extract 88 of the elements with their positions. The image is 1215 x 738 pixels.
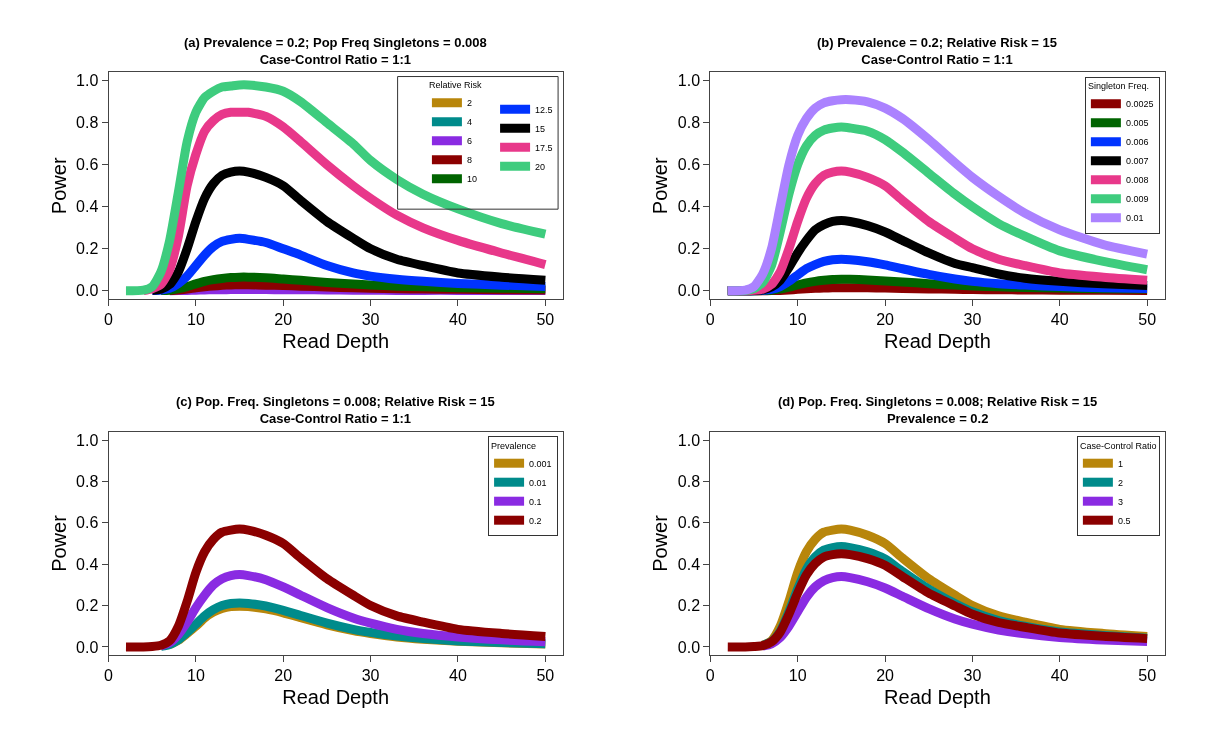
y-tick-label: 0.6 <box>677 514 701 532</box>
x-tick-label: 0 <box>705 667 715 685</box>
legend-label: 0.005 <box>1125 118 1149 129</box>
y-tick-label: 0.2 <box>76 240 99 258</box>
legend-label: 2 <box>1117 477 1123 488</box>
legend-label: 0.008 <box>1125 175 1149 186</box>
y-tick-label: 1.0 <box>76 72 99 90</box>
x-tick-label: 30 <box>963 667 982 685</box>
chart-title: (b) Prevalence = 0.2; Relative Risk = 15 Case-Control Ratio = 1:1 <box>817 35 1057 67</box>
y-tick-label: 0.8 <box>76 473 99 491</box>
y-axis-title: Power <box>47 157 70 215</box>
legend-label: 20 <box>535 161 546 172</box>
x-tick-label: 10 <box>186 667 205 685</box>
x-axis-title: Read Depth <box>282 329 390 352</box>
legend-label: 12.5 <box>535 104 553 115</box>
x-tick-label: 40 <box>449 667 467 685</box>
x-tick-label: 10 <box>788 667 807 685</box>
legend-label: 4 <box>466 117 472 128</box>
x-tick-label: 20 <box>876 311 895 329</box>
x-tick-label: 20 <box>274 667 293 685</box>
x-tick-label: 0 <box>104 311 114 329</box>
x-tick-label: 50 <box>536 311 555 329</box>
x-tick-label: 30 <box>361 311 380 329</box>
legend-label: 1 <box>1117 458 1123 469</box>
x-tick-label: 20 <box>876 667 895 685</box>
y-axis-title: Power <box>649 157 672 215</box>
x-tick-label: 30 <box>963 311 982 329</box>
x-tick-label: 40 <box>1050 311 1069 329</box>
x-tick-label: 20 <box>274 311 293 329</box>
legend-title: Relative Risk <box>428 80 482 91</box>
legend-label: 17.5 <box>535 142 553 153</box>
y-tick-label: 1.0 <box>76 431 99 449</box>
y-tick-label: 0.4 <box>76 555 99 573</box>
y-axis-title: Power <box>649 514 672 572</box>
y-tick-label: 1.0 <box>677 431 701 449</box>
legend-title: Case-Control Ratio <box>1079 440 1157 451</box>
legend-label: 15 <box>535 123 546 134</box>
y-tick-label: 0.2 <box>677 240 701 258</box>
legend-label: 0.007 <box>1125 156 1149 167</box>
y-tick-label: 0.6 <box>76 514 99 532</box>
x-tick-label: 40 <box>449 311 467 329</box>
x-tick-label: 50 <box>1138 311 1157 329</box>
legend-label: 3 <box>1117 496 1123 507</box>
legend-label: 0.5 <box>1117 515 1131 526</box>
legend-label: 2 <box>466 98 472 109</box>
legend-label: 0.006 <box>1125 137 1149 148</box>
y-tick-label: 0.0 <box>677 282 701 300</box>
legend-label: 0.01 <box>529 477 547 488</box>
x-tick-label: 0 <box>104 667 114 685</box>
chart-title: (d) Pop. Freq. Singletons = 0.008; Relative Risk = 15 Prevalence = 0.2 <box>778 394 1098 426</box>
x-tick-label: 40 <box>1050 667 1069 685</box>
chart-title: (a) Prevalence = 0.2; Pop Freq Singletons = 0.008 Case-Control Ratio = 1:1 <box>184 35 487 67</box>
y-axis-title: Power <box>47 514 70 572</box>
x-tick-label: 10 <box>186 311 205 329</box>
x-tick-label: 50 <box>536 667 555 685</box>
legend-label: 10 <box>466 174 477 185</box>
y-tick-label: 0.6 <box>76 156 99 174</box>
y-tick-label: 0.6 <box>677 156 701 174</box>
x-tick-label: 30 <box>361 667 380 685</box>
legend-label: 0.2 <box>529 515 542 526</box>
y-tick-label: 0.8 <box>677 114 701 132</box>
y-tick-label: 1.0 <box>677 72 701 90</box>
legend-label: 0.01 <box>1125 213 1144 224</box>
y-tick-label: 0.0 <box>677 638 701 656</box>
legend-label: 0.0025 <box>1125 99 1154 110</box>
x-axis-title: Read Depth <box>884 329 991 352</box>
y-tick-label: 0.4 <box>677 198 701 216</box>
x-axis-title: Read Depth <box>282 685 390 708</box>
legend-label: 0.009 <box>1125 194 1149 205</box>
y-tick-label: 0.2 <box>76 597 99 615</box>
y-tick-label: 0.0 <box>76 282 99 300</box>
x-axis-title: Read Depth <box>884 685 991 708</box>
x-tick-label: 50 <box>1138 667 1157 685</box>
y-tick-label: 0.4 <box>677 555 701 573</box>
legend-label: 8 <box>466 155 472 166</box>
y-tick-label: 0.4 <box>76 198 99 216</box>
y-tick-label: 0.8 <box>76 114 99 132</box>
x-tick-label: 0 <box>705 311 715 329</box>
y-tick-label: 0.0 <box>76 638 99 656</box>
y-tick-label: 0.8 <box>677 473 701 491</box>
chart-title: (c) Pop. Freq. Singletons = 0.008; Relative Risk = 15 Case-Control Ratio = 1:1 <box>176 394 495 426</box>
legend-title: Prevalence <box>491 440 537 451</box>
legend-label: 6 <box>466 136 472 147</box>
y-tick-label: 0.2 <box>677 597 701 615</box>
legend-label: 0.001 <box>529 458 552 469</box>
legend-label: 0.1 <box>529 496 542 507</box>
legend-title: Singleton Freq. <box>1087 81 1149 92</box>
x-tick-label: 10 <box>788 311 807 329</box>
